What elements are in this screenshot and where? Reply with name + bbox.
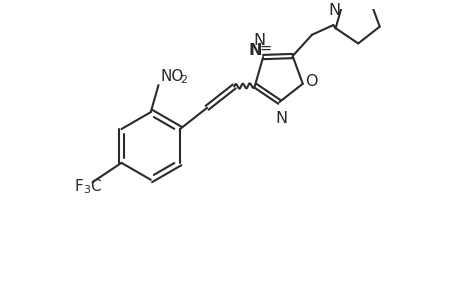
Text: O: O — [304, 74, 317, 89]
Text: F: F — [74, 178, 83, 194]
Text: N: N — [275, 111, 287, 126]
Text: NO: NO — [160, 69, 184, 84]
Text: N: N — [248, 43, 262, 58]
Text: 3: 3 — [83, 185, 90, 195]
Text: 2: 2 — [179, 75, 186, 85]
Text: N: N — [327, 3, 340, 18]
Text: C: C — [90, 178, 101, 194]
Text: =: = — [258, 41, 270, 56]
Text: N: N — [252, 33, 265, 48]
